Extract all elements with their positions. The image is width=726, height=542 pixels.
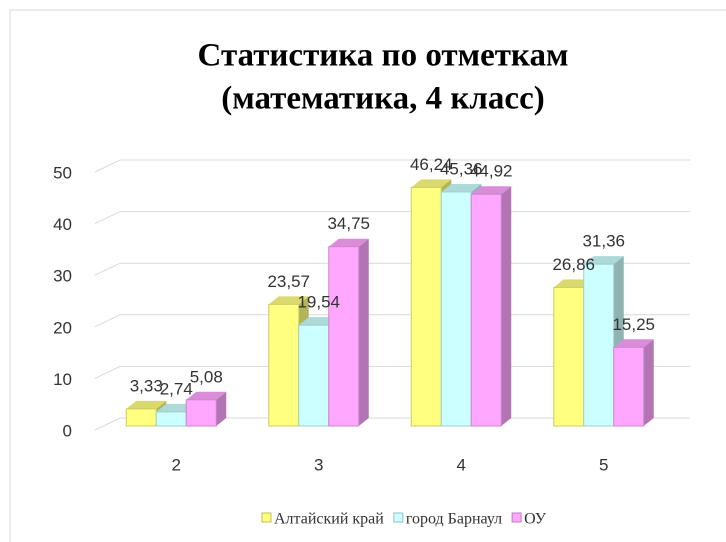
bar (470, 193, 502, 427)
data-label: 5,08 (190, 367, 223, 386)
legend-swatch (393, 512, 404, 523)
legend-label: ОУ (524, 511, 547, 528)
y-tick-label: 0 (63, 421, 72, 440)
data-label: 34,75 (327, 214, 370, 233)
bar (155, 411, 187, 427)
x-tick-label: 4 (457, 455, 466, 474)
bar-top (613, 339, 654, 348)
data-label: 2,74 (160, 379, 193, 398)
bar-top (328, 238, 369, 247)
data-label: 44,92 (470, 162, 513, 181)
grid-line (94, 211, 690, 225)
bar-side (501, 186, 512, 426)
bar-top (126, 400, 167, 409)
bar (440, 191, 472, 427)
bar (298, 324, 330, 427)
bar (125, 408, 157, 427)
chart-title: Статистика по отметкам (198, 38, 569, 74)
x-tick-label: 5 (599, 455, 608, 474)
data-label: 26,86 (552, 255, 595, 274)
bar-side (643, 339, 654, 426)
data-label: 45,36 (440, 159, 483, 178)
y-tick-label: 30 (53, 267, 72, 286)
data-label: 23,57 (267, 272, 310, 291)
chart-title: (математика, 4 класс) (221, 81, 544, 117)
data-label: 19,54 (297, 293, 340, 312)
bar (553, 286, 585, 427)
y-tick-label: 40 (53, 215, 72, 234)
legend-label: город Барнаул (406, 511, 502, 528)
bar (613, 346, 645, 427)
data-label: 46,24 (410, 155, 453, 174)
chart-frame (9, 9, 726, 542)
x-tick-label: 3 (314, 455, 323, 474)
bar-top (186, 391, 227, 400)
y-tick-label: 20 (53, 318, 72, 337)
bar-side (358, 238, 369, 426)
data-label: 31,36 (582, 232, 625, 251)
bar-top (583, 256, 624, 265)
legend-swatch (511, 512, 522, 523)
bar (268, 303, 300, 427)
bar (410, 186, 442, 427)
y-tick-label: 10 (53, 370, 72, 389)
bar (185, 399, 217, 427)
data-label: 15,25 (612, 315, 655, 334)
bar (583, 263, 615, 427)
legend-label: Алтайский край (274, 511, 384, 528)
bar-top (411, 179, 452, 188)
data-label: 3,33 (130, 376, 163, 395)
bar-side (216, 391, 227, 426)
bar-top (268, 296, 309, 305)
bar-top (471, 186, 512, 195)
x-tick-label: 2 (172, 455, 181, 474)
y-tick-label: 50 (53, 163, 72, 182)
legend-swatch (261, 512, 272, 523)
bar-top (441, 183, 482, 192)
bar (328, 246, 360, 427)
grid-line (94, 159, 690, 173)
